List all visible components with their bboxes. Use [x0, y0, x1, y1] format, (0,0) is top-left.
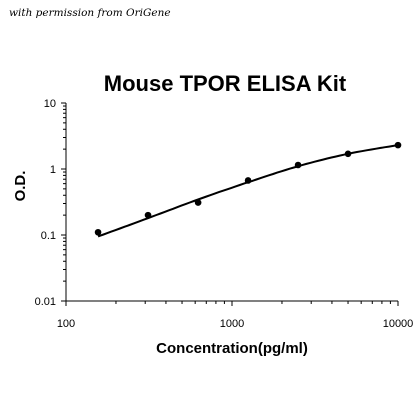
y-axis-title: O.D.	[12, 171, 29, 202]
x-tick-label: 10000	[383, 318, 414, 330]
data-point	[294, 161, 302, 169]
data-point	[144, 211, 152, 219]
data-point	[344, 150, 352, 158]
plot-area: 0.01 0.1 1 10 100 1000 10000	[35, 98, 414, 330]
data-point	[394, 141, 402, 149]
y-tick-label: 0.01	[35, 296, 56, 308]
x-tick-label: 100	[57, 318, 75, 330]
y-tick-label: 10	[44, 98, 56, 110]
y-tick-label: 1	[50, 164, 56, 176]
data-point	[194, 199, 202, 206]
y-tick-label: 0.1	[41, 230, 56, 242]
data-point	[94, 228, 102, 236]
x-tick-label: 1000	[220, 318, 244, 330]
fit-curve-line	[97, 144, 399, 238]
permission-credit: with permission from OriGene	[9, 7, 171, 19]
chart-title: Mouse TPOR ELISA Kit	[104, 71, 347, 96]
data-point	[244, 177, 252, 184]
x-axis-title: Concentration(pg/ml)	[156, 340, 308, 357]
